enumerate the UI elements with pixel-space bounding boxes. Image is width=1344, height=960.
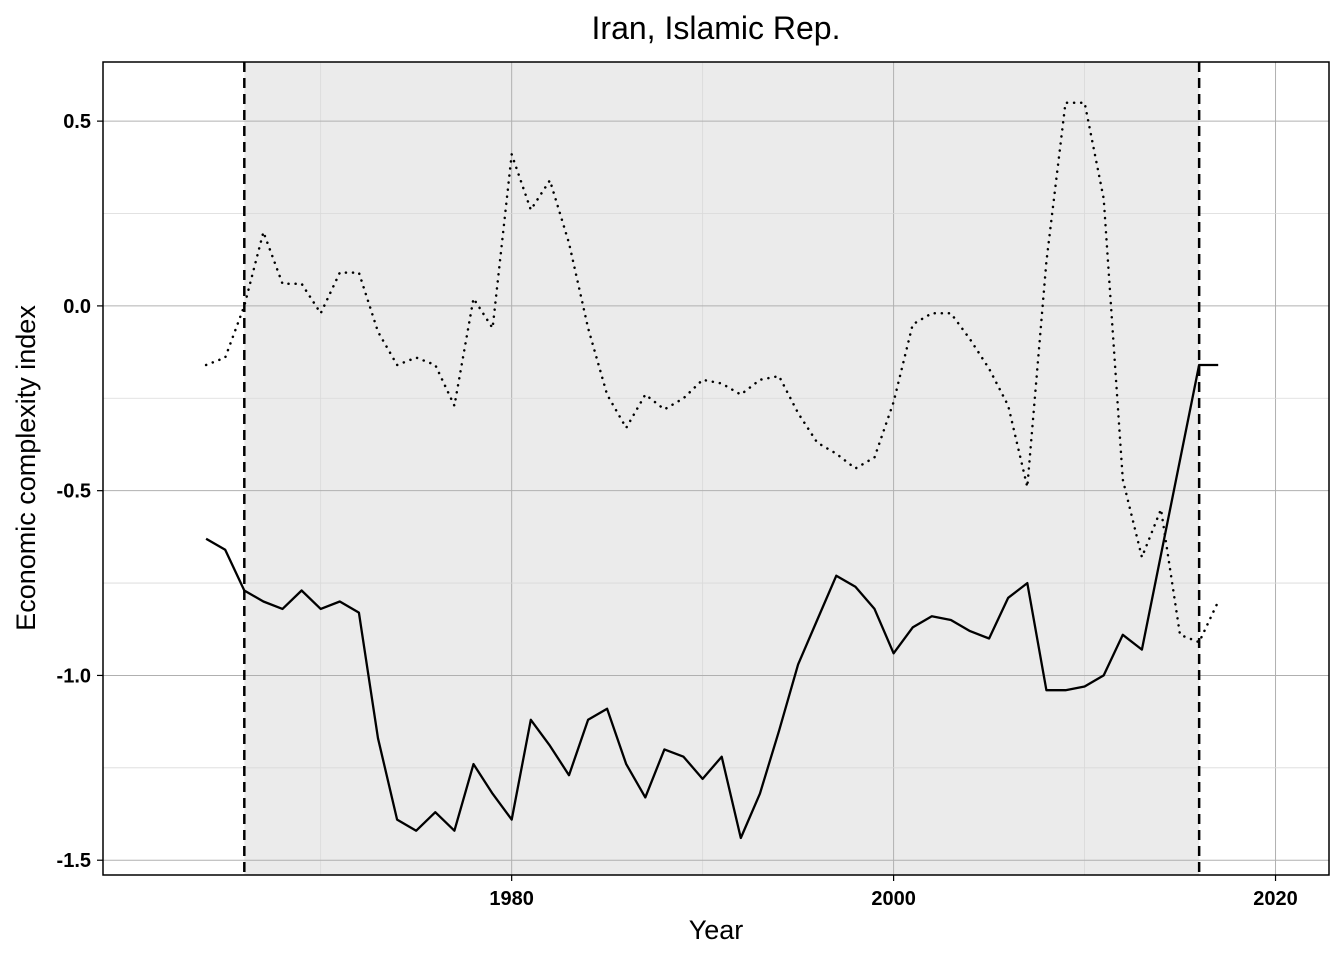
y-tick-label: 0.0 [63, 296, 91, 318]
x-axis: 1980 2000 2020 [489, 875, 1298, 910]
y-axis: 0.5 0.0 -0.5 -1.0 -1.5 [57, 111, 103, 872]
shaded-period [244, 62, 1200, 875]
y-tick-label: -1.0 [57, 665, 91, 687]
y-axis-title: Economic complexity index [11, 305, 41, 631]
y-tick-label: 0.5 [63, 111, 91, 133]
series-layer [204, 101, 1220, 840]
x-tick-label: 2020 [1253, 888, 1298, 910]
x-axis-title: Year [689, 915, 744, 945]
y-tick-label: -0.5 [57, 481, 91, 503]
solid-series-line [205, 363, 1219, 840]
plot-area [103, 62, 1329, 875]
y-tick-label: -1.5 [57, 850, 91, 872]
plot-frame [102, 61, 1330, 876]
x-tick-label: 1980 [489, 888, 534, 910]
x-tick-label: 2000 [871, 888, 916, 910]
period-boundaries [243, 62, 1201, 875]
chart-title: Iran, Islamic Rep. [592, 10, 841, 46]
gridlines [103, 62, 1329, 875]
dotted-series-line [204, 101, 1220, 644]
